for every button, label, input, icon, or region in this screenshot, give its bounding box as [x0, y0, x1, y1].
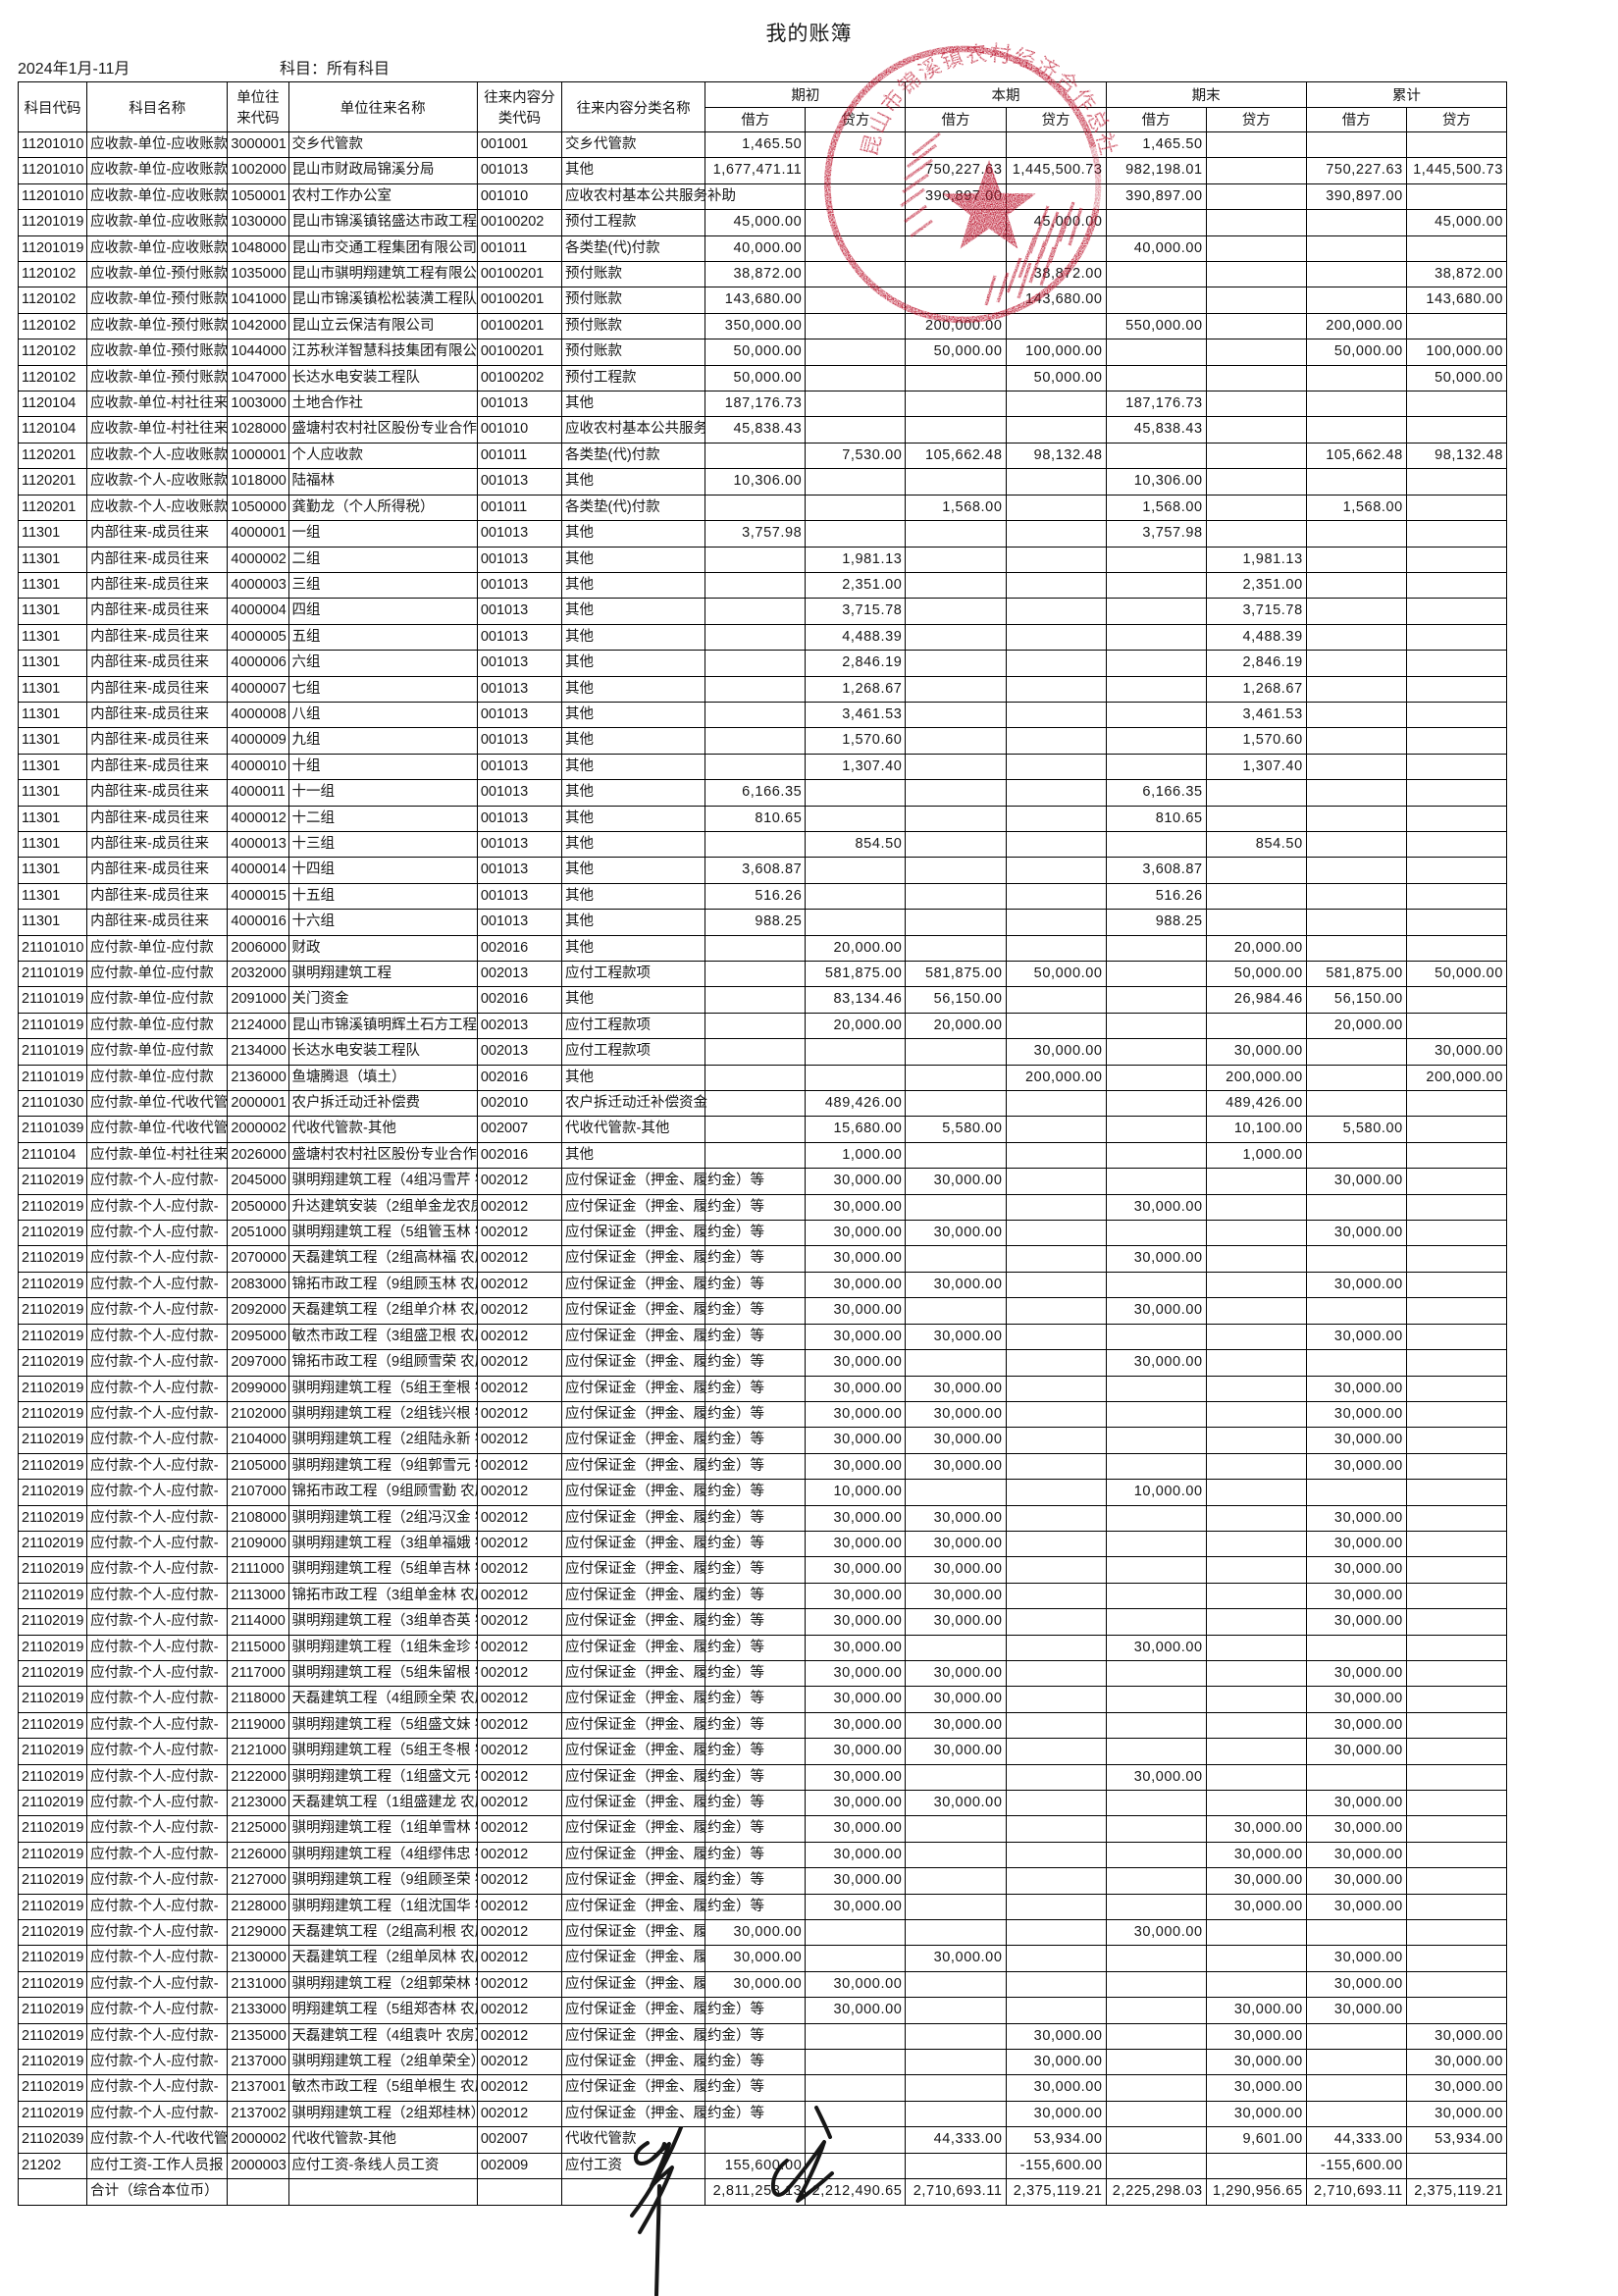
svg-text:昆山市锦溪镇农村经济合作总社: 昆山市锦溪镇农村经济合作总社 [857, 41, 1121, 159]
